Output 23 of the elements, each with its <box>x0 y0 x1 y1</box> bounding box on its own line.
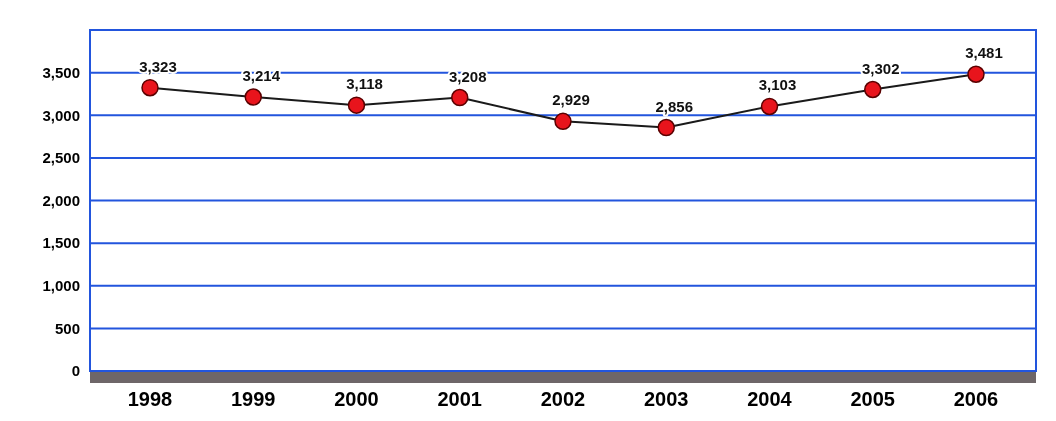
data-label: 3,323 <box>139 57 177 75</box>
x-tick-label: 2002 <box>540 388 586 410</box>
data-label: 2,856 <box>655 97 694 115</box>
x-tick-label: 2001 <box>437 388 482 410</box>
y-tick-label: 3,500 <box>42 63 80 81</box>
y-tick-label: 2,500 <box>42 149 80 167</box>
y-tick-label: 3,000 <box>42 106 80 124</box>
y-tick-label: 0 <box>71 362 80 380</box>
y-tick-label: 500 <box>54 319 80 337</box>
data-label: 3,481 <box>965 44 1003 62</box>
x-tick-label: 1999 <box>231 388 276 410</box>
y-tick-label: 1,000 <box>42 277 80 294</box>
data-label: 3,103 <box>758 76 797 94</box>
x-tick-label: 2005 <box>850 388 895 410</box>
y-tick-label: 2,000 <box>42 191 80 209</box>
y-tick-label: 1,500 <box>42 234 80 252</box>
x-tick-label: 2003 <box>644 388 689 410</box>
x-tick-label: 2006 <box>953 388 999 410</box>
data-label: 2,929 <box>552 91 590 109</box>
x-tick-label: 2004 <box>747 388 793 410</box>
x-tick-label: 2000 <box>334 388 379 410</box>
x-tick-label: 1998 <box>127 388 173 410</box>
data-label: 3,118 <box>346 75 383 93</box>
